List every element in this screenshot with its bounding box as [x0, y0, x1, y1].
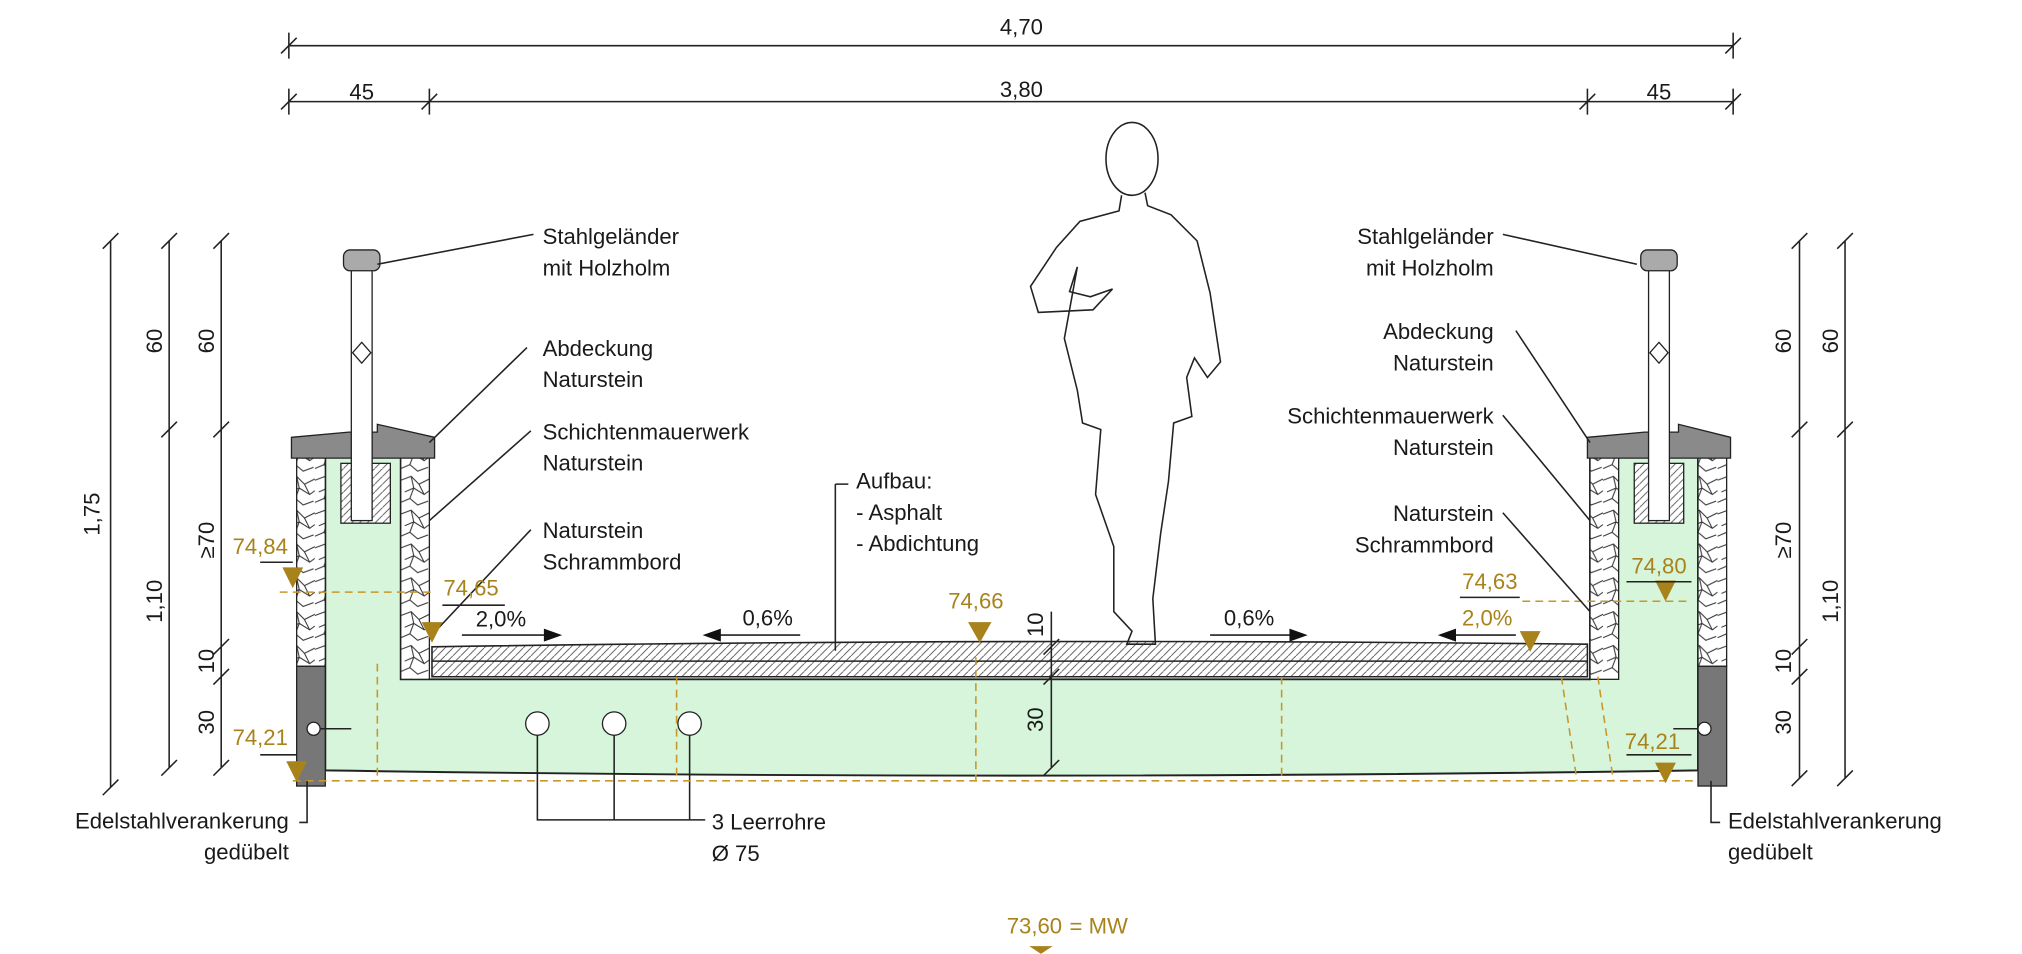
label: Edelstahlverankerung: [1728, 808, 1942, 833]
label: gedübelt: [204, 840, 289, 865]
label: 74,66: [948, 588, 1003, 613]
label: Naturstein: [543, 450, 644, 475]
label: gedübelt: [1728, 840, 1813, 865]
label: - Abdichtung: [856, 531, 979, 556]
label: 2,0%: [1462, 605, 1512, 630]
label: Edelstahlverankerung: [75, 808, 289, 833]
label: Stahlgeländer: [543, 224, 679, 249]
label: Stahlgeländer: [1357, 224, 1493, 249]
cross-section: 4,70 3,80 45 45 1,75 60 1,10 60 ≥70 10 30 60 ≥70 10 30…: [0, 0, 2022, 954]
label: Aufbau:: [856, 469, 932, 494]
label: 0,6%: [742, 605, 792, 630]
label: 74,63: [1462, 569, 1517, 594]
label: 1,75: [80, 493, 105, 536]
label: 1,10: [1818, 580, 1843, 623]
label: Schichtenmauerwerk: [1287, 404, 1494, 429]
structure: [103, 33, 1853, 954]
label: 10: [1023, 612, 1048, 637]
label: Naturstein: [1393, 435, 1494, 460]
label: 30: [1023, 707, 1048, 732]
label: Schrammbord: [543, 549, 682, 574]
label: Naturstein: [543, 367, 644, 392]
label: - Asphalt: [856, 500, 942, 525]
label: 60: [142, 329, 167, 354]
label: Naturstein: [1393, 501, 1494, 526]
label: 73,60: [1007, 914, 1062, 939]
label: 0,6%: [1224, 605, 1274, 630]
label: ≥70: [194, 522, 219, 559]
label: Naturstein: [543, 518, 644, 543]
label: 10: [194, 649, 219, 674]
label: 4,70: [1000, 15, 1043, 40]
label: ≥70: [1771, 522, 1796, 559]
label: = MW: [1070, 914, 1128, 939]
label: 1,10: [142, 580, 167, 623]
label: 30: [194, 710, 219, 735]
label: 3,80: [1000, 77, 1043, 102]
label: 60: [1818, 329, 1843, 354]
label: mit Holzholm: [543, 255, 671, 280]
label: mit Holzholm: [1366, 255, 1494, 280]
label: 60: [1771, 329, 1796, 354]
label: 74,84: [233, 534, 288, 559]
label: 10: [1771, 649, 1796, 674]
label: 74,21: [233, 725, 288, 750]
label: Abdeckung: [543, 336, 654, 361]
label: 74,65: [443, 575, 498, 600]
label: Naturstein: [1393, 350, 1494, 375]
label: 45: [349, 80, 374, 105]
label: Ø 75: [712, 841, 760, 866]
label: 60: [194, 329, 219, 354]
label: Schichtenmauerwerk: [543, 419, 750, 444]
label: 30: [1771, 710, 1796, 735]
label: 3 Leerrohre: [712, 810, 826, 835]
label: 2,0%: [476, 607, 526, 632]
label: Abdeckung: [1383, 319, 1494, 344]
label: 74,21: [1625, 729, 1680, 754]
label: 74,80: [1631, 553, 1686, 578]
label: 45: [1647, 80, 1672, 105]
label: Schrammbord: [1355, 532, 1494, 557]
